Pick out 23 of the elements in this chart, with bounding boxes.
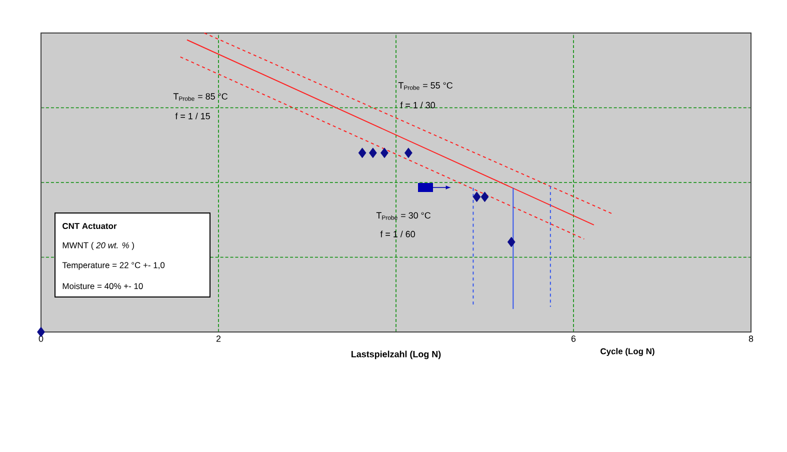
- annotation: f = 1 / 60: [380, 230, 415, 238]
- annotation: T$_{Probe}$ = 30 °C: [376, 212, 431, 220]
- x-tick-label: 6: [571, 336, 576, 342]
- point: [358, 148, 366, 158]
- point: [404, 148, 412, 158]
- x-tick-label: 0: [38, 336, 44, 342]
- annotation: CNT Actuator: [62, 223, 117, 229]
- annotation: T$_{Probe}$ = 85 °C: [173, 93, 228, 101]
- x-tick-label: 2: [216, 336, 221, 342]
- x-axis-title: Lastspielzahl (Log N): [352, 350, 441, 360]
- annotation: Temperature = 22 °C +- 1,0: [62, 262, 165, 270]
- text: Cycle (Log N): [600, 348, 654, 356]
- annotation: Moisture = 40% +- 10: [62, 282, 143, 290]
- annotation: f = 1 / 30: [400, 102, 435, 108]
- point: [472, 192, 481, 202]
- annotation: MWNT ( 20 wt. % ): [62, 242, 134, 250]
- point: [480, 192, 489, 202]
- point: [507, 236, 516, 248]
- annotation: f = 1 / 15: [175, 112, 210, 120]
- x-tick-label: 8: [748, 336, 754, 342]
- point: [368, 148, 377, 158]
- point: [380, 148, 388, 158]
- annotation: T$_{Probe}$ = 55 °C: [398, 82, 453, 90]
